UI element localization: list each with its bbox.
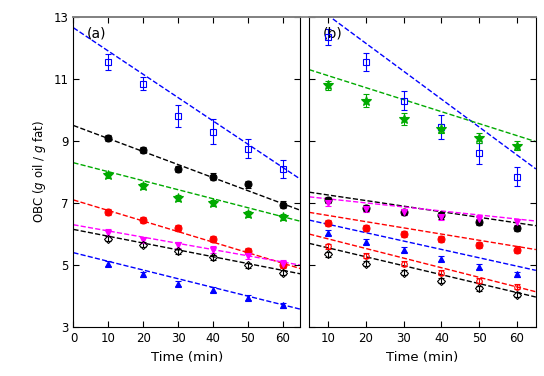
Text: (b): (b): [323, 26, 343, 40]
X-axis label: Time (min): Time (min): [386, 350, 459, 364]
X-axis label: Time (min): Time (min): [151, 350, 223, 364]
Text: (a): (a): [87, 26, 107, 40]
Y-axis label: OBC ($\it{g}$ oil / $\it{g}$ fat): OBC ($\it{g}$ oil / $\it{g}$ fat): [31, 121, 48, 223]
